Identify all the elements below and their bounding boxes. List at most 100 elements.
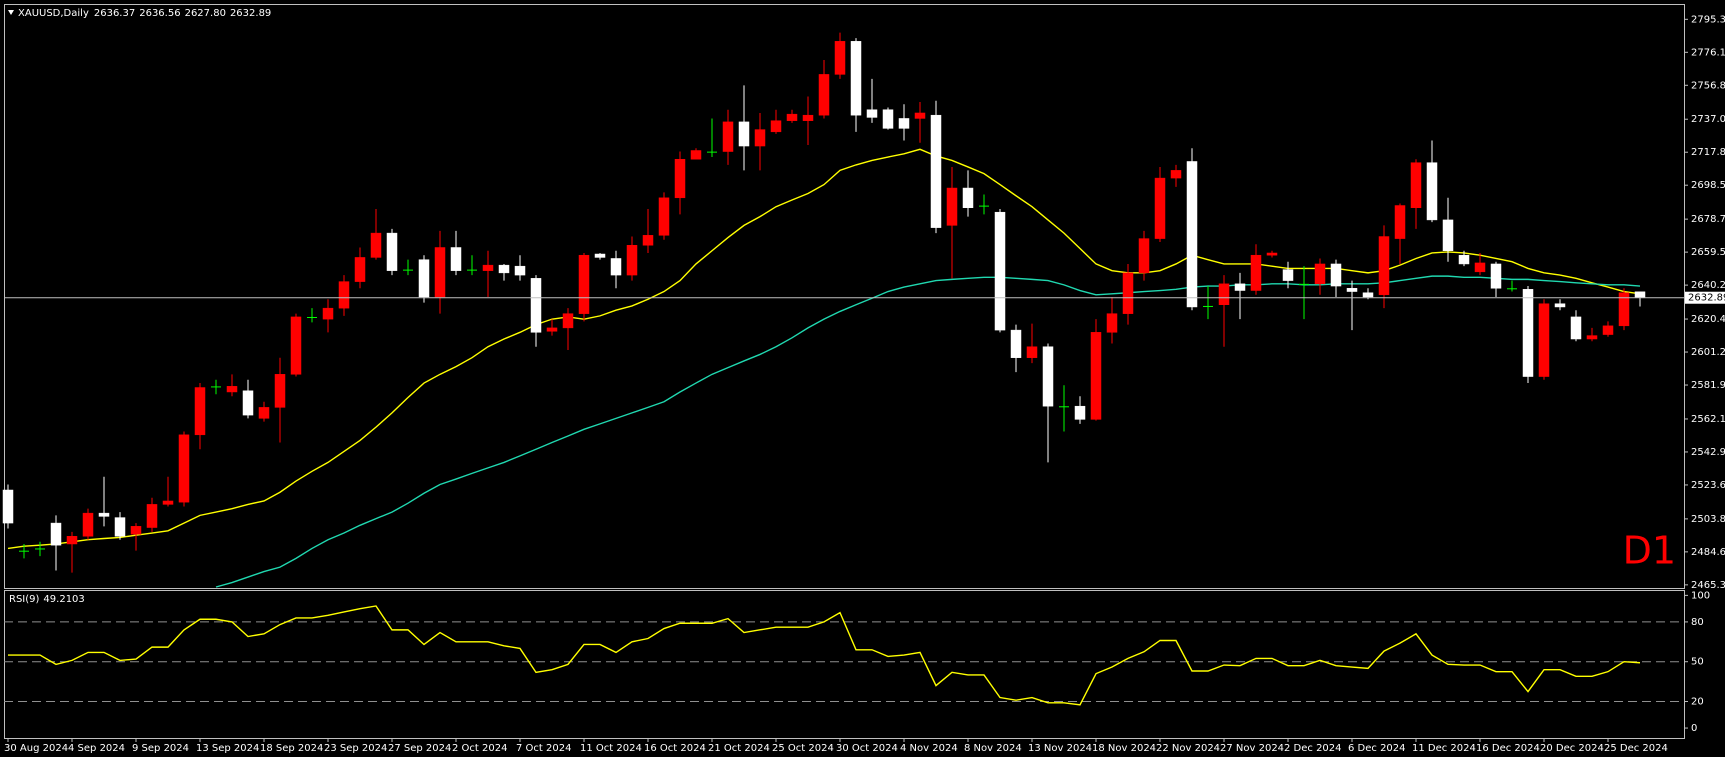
x-tick-label: 16 Oct 2024: [644, 743, 706, 754]
candle-body: [130, 526, 142, 535]
candle-body: [1010, 329, 1022, 358]
candle-body: [434, 247, 446, 298]
y-tick-label: 2776.10: [1691, 47, 1725, 58]
candle-body: [1442, 219, 1454, 252]
y-tick-label: 20: [1691, 697, 1704, 708]
x-tick-label: 25 Dec 2024: [1604, 743, 1668, 754]
candle-body: [274, 374, 286, 408]
candle-body: [898, 118, 910, 129]
y-tick-label: 2756.85: [1691, 80, 1725, 91]
candle-body: [658, 197, 670, 236]
candle-body: [786, 113, 798, 121]
candle-body: [114, 517, 126, 537]
candle-body: [754, 129, 766, 147]
candle-body: [1362, 292, 1374, 298]
moving-average: [7, 148, 1641, 550]
rsi-last-value: 49.2103: [43, 594, 84, 605]
candle-body: [1330, 263, 1342, 287]
timeframe-watermark: D1: [1623, 529, 1676, 573]
y-tick-label: 50: [1691, 657, 1704, 668]
y-tick-label: 2484.60: [1691, 547, 1725, 558]
last-low: 2627.80: [185, 8, 226, 19]
candle-body: [946, 187, 958, 226]
candle-body: [98, 512, 110, 517]
y-tick-label: 2523.65: [1691, 480, 1725, 491]
candle-body: [1138, 238, 1150, 274]
candle-body: [962, 187, 974, 208]
candle-body: [994, 211, 1006, 331]
candle-body: [722, 121, 734, 152]
candle-body: [1026, 346, 1038, 358]
candle-body: [146, 504, 158, 528]
candle-body: [1042, 346, 1054, 407]
candle-body: [626, 245, 638, 276]
candle-body: [1570, 316, 1582, 340]
candle-body: [770, 120, 782, 133]
chart-header: XAUUSD,Daily 2636.37 2636.56 2627.80 2632.89: [18, 8, 271, 19]
candle-body: [450, 247, 462, 271]
x-tick-label: 7 Oct 2024: [516, 743, 571, 754]
y-tick-label: 2601.20: [1691, 347, 1725, 358]
x-tick-label: 9 Sep 2024: [132, 743, 189, 754]
candle-body: [178, 434, 190, 503]
candle-body: [1378, 236, 1390, 296]
candle-body: [1186, 161, 1198, 308]
x-tick-label: 11 Dec 2024: [1412, 743, 1476, 754]
candle-body: [258, 407, 270, 419]
y-tick-label: 2562.15: [1691, 414, 1725, 425]
candle-body: [1410, 162, 1422, 208]
candle-body: [914, 112, 926, 119]
x-tick-label: 11 Oct 2024: [580, 743, 642, 754]
candle-body: [1234, 283, 1246, 291]
candle-body: [1458, 254, 1470, 265]
y-tick-label: 2659.50: [1691, 247, 1725, 258]
candle-body: [1266, 252, 1278, 256]
x-tick-label: 13 Sep 2024: [196, 743, 259, 754]
candle-body: [290, 316, 302, 375]
candle-body: [738, 121, 750, 147]
candle-body: [338, 281, 350, 309]
candle-body: [370, 232, 382, 258]
candle-body: [194, 387, 206, 436]
candle-body: [1586, 335, 1598, 340]
candle-body: [1250, 254, 1262, 291]
candle-body: [594, 253, 606, 258]
candle-body: [1074, 405, 1086, 420]
candle-body: [802, 114, 814, 121]
candle-body: [322, 307, 334, 320]
candle-body: [418, 259, 430, 298]
current-price-label: 2632.89: [1688, 293, 1725, 304]
rsi-header: RSI(9) 49.2103: [9, 594, 85, 605]
y-tick-label: 2698.55: [1691, 180, 1725, 191]
candle-body: [1106, 313, 1118, 333]
candle-body: [1394, 205, 1406, 239]
last-open: 2636.37: [94, 8, 135, 19]
x-tick-label: 18 Sep 2024: [260, 743, 323, 754]
candle-body: [354, 257, 366, 282]
symbol-menu-icon[interactable]: [8, 10, 14, 15]
x-tick-label: 16 Dec 2024: [1476, 743, 1540, 754]
x-tick-label: 30 Oct 2024: [836, 743, 898, 754]
candle-body: [1282, 269, 1294, 281]
candle-body: [1602, 325, 1614, 335]
candle-body: [1474, 262, 1486, 273]
symbol-title: XAUUSD,Daily: [18, 8, 89, 19]
candle-body: [930, 114, 942, 228]
last-high: 2636.56: [139, 8, 180, 19]
y-tick-label: 2737.05: [1691, 114, 1725, 125]
candle-body: [578, 254, 590, 314]
candle-body: [50, 522, 62, 546]
candle-body: [610, 258, 622, 276]
x-tick-label: 30 Aug 2024: [4, 743, 68, 754]
candle-body: [66, 536, 78, 545]
candle-body: [690, 150, 702, 160]
y-tick-label: 80: [1691, 617, 1704, 628]
x-tick-label: 2 Dec 2024: [1284, 743, 1342, 754]
x-tick-label: 27 Nov 2024: [1220, 743, 1284, 754]
candle-body: [1122, 272, 1134, 314]
candle-body: [1618, 292, 1630, 327]
x-tick-label: 6 Dec 2024: [1348, 743, 1406, 754]
candle-body: [498, 264, 510, 274]
last-close: 2632.89: [230, 8, 271, 19]
